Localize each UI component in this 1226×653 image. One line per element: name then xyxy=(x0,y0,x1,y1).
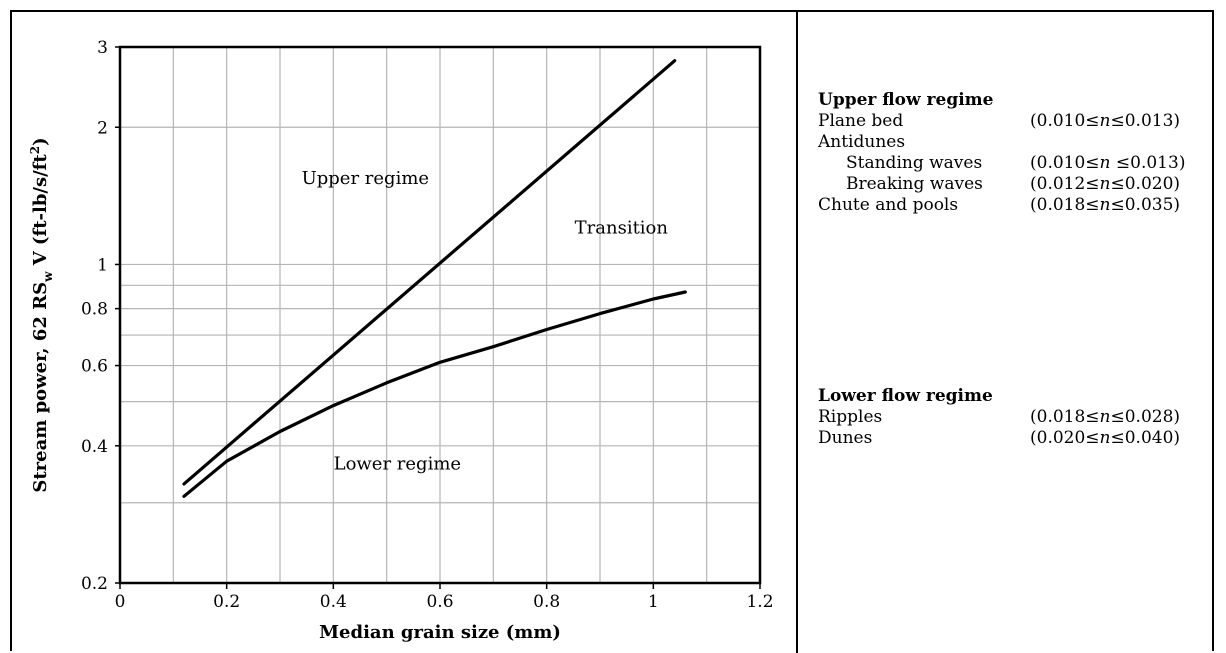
upper-range: (0.018≤n≤0.035) xyxy=(1030,195,1181,215)
upper-range: (0.012≤n≤0.020) xyxy=(1030,174,1181,194)
y-tick-label: 0.6 xyxy=(81,357,108,377)
y-tick-label: 3 xyxy=(97,38,108,58)
x-tick-label: 0.6 xyxy=(426,592,453,612)
lower-regime-legend: Lower flow regime Ripples (0.018≤n≤0.028)… xyxy=(818,386,1180,449)
lower-label: Dunes xyxy=(818,428,873,448)
upper-boundary-line xyxy=(182,59,677,486)
upper-regime-legend: Upper flow regime Plane bed (0.010≤n≤0.01… xyxy=(818,90,1185,216)
upper-label: Breaking waves xyxy=(846,174,983,194)
y-tick-label: 0.2 xyxy=(81,574,108,594)
stream-power-chart: 0 0.2 0.4 0.6 0.8 1 1.2 0.2 0.4 0.6 0.8 1 2 3 Upper re… xyxy=(28,38,774,643)
upper-row: Standing waves (0.010≤n ≤0.013) xyxy=(818,153,1185,174)
upper-range: (0.010≤n≤0.013) xyxy=(1030,111,1181,131)
x-tick-label: 1.2 xyxy=(746,592,773,612)
upper-label: Standing waves xyxy=(846,153,983,173)
y-tick-label: 2 xyxy=(97,118,108,138)
upper-label: Antidunes xyxy=(818,132,906,152)
lower-label: Ripples xyxy=(818,407,883,427)
lower-row: Ripples (0.018≤n≤0.028) xyxy=(818,407,1180,428)
lower-boundary-line xyxy=(182,290,687,498)
x-tick-label: 1 xyxy=(648,592,659,612)
x-tick-label: 0.4 xyxy=(320,592,347,612)
upper-regime-title: Upper flow regime xyxy=(818,90,994,110)
upper-row: Plane bed (0.010≤n≤0.013) xyxy=(818,111,1180,132)
lower-range: (0.018≤n≤0.028) xyxy=(1030,407,1181,427)
x-tick-label: 0 xyxy=(115,592,126,612)
x-tick-label: 0.2 xyxy=(213,592,240,612)
lower-regime-title: Lower flow regime xyxy=(818,386,993,406)
region-label: Lower regime xyxy=(334,453,461,474)
x-axis-label: Median grain size (mm) xyxy=(319,622,561,643)
panel-divider xyxy=(796,10,798,653)
upper-range: (0.010≤n ≤0.013) xyxy=(1030,153,1186,173)
upper-row: Chute and pools (0.018≤n≤0.035) xyxy=(818,195,1180,216)
y-tick-label: 0.4 xyxy=(81,437,108,457)
y-tick-label: 0.8 xyxy=(81,300,108,320)
upper-label: Chute and pools xyxy=(818,195,959,215)
upper-row: Breaking waves (0.012≤n≤0.020) xyxy=(818,174,1180,195)
y-axis-label: Stream power, 62 RSw V (ft-lb/s/ft2) xyxy=(28,137,55,492)
figure-frame xyxy=(10,10,1214,651)
upper-label: Plane bed xyxy=(818,111,904,131)
region-label: Transition xyxy=(575,217,669,238)
x-tick-label: 0.8 xyxy=(533,592,560,612)
y-tick-label: 1 xyxy=(97,255,108,275)
lower-range: (0.020≤n≤0.040) xyxy=(1030,428,1181,448)
lower-row: Dunes (0.020≤n≤0.040) xyxy=(818,428,1180,449)
region-label: Upper regime xyxy=(302,168,429,189)
upper-row: Antidunes xyxy=(818,132,993,153)
